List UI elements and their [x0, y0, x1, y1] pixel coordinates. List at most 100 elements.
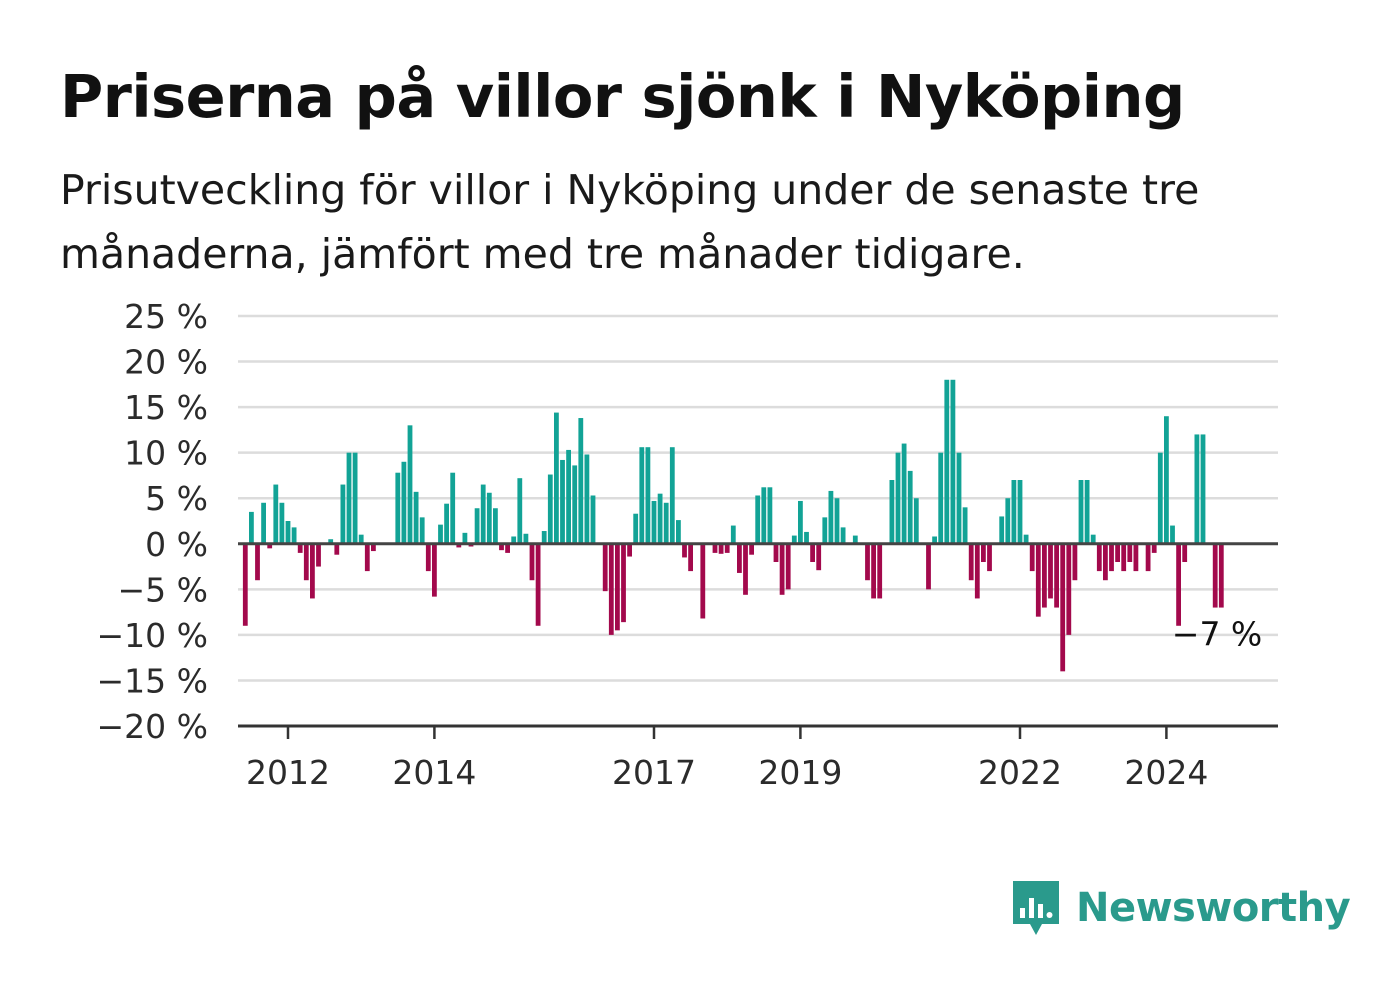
bar [1011, 480, 1017, 544]
bar [1151, 543, 1157, 553]
bar [1060, 543, 1066, 672]
bar [798, 500, 803, 544]
bar [1212, 543, 1218, 608]
bar [852, 535, 858, 544]
bar [590, 495, 596, 544]
bar [889, 480, 895, 544]
bar [999, 516, 1005, 544]
bar [450, 472, 456, 544]
bar [1164, 416, 1169, 544]
bar [255, 543, 260, 581]
bar [962, 507, 968, 544]
bar [340, 484, 346, 544]
bar [364, 543, 370, 572]
bar [462, 532, 468, 544]
bar [779, 543, 785, 595]
bar [560, 459, 565, 544]
x-tick-label: 2022 [978, 753, 1062, 792]
bar [932, 536, 937, 544]
bar [310, 543, 315, 599]
bar [547, 474, 553, 544]
bar [743, 543, 748, 595]
bar [974, 543, 980, 599]
bar [633, 513, 639, 544]
bar [419, 517, 425, 544]
bar [334, 543, 340, 555]
bar [938, 452, 944, 544]
bar [242, 543, 248, 626]
bar [688, 543, 693, 572]
bar [1035, 543, 1041, 617]
bar [1017, 480, 1023, 544]
bar [840, 527, 846, 544]
bar [676, 520, 681, 544]
bar [621, 543, 626, 623]
bar [730, 525, 736, 544]
bar [578, 418, 584, 544]
bar [1042, 543, 1047, 608]
brand-name: Newsworthy [1076, 885, 1351, 931]
bar [493, 508, 498, 544]
bar [615, 543, 620, 631]
bar [1066, 543, 1072, 635]
bar [261, 502, 266, 544]
bar [273, 484, 279, 544]
bar [871, 543, 876, 599]
bar [511, 536, 517, 544]
bar [1133, 543, 1139, 572]
bar [517, 478, 523, 544]
bar [407, 425, 413, 544]
bar [1182, 543, 1188, 562]
bar [1115, 543, 1120, 562]
bar [316, 543, 321, 567]
chart-title: Priserna på villor sjönk i Nyköping [60, 62, 1185, 131]
bar [651, 500, 657, 544]
x-tick-label: 2014 [392, 753, 476, 792]
bar [413, 491, 419, 544]
y-tick-label: 10 % [124, 434, 208, 473]
bar [1200, 434, 1206, 544]
bar [480, 484, 486, 544]
bar [1194, 434, 1200, 544]
bar [346, 452, 352, 544]
bar [724, 543, 730, 553]
bar [901, 443, 907, 544]
bar [956, 452, 962, 544]
bar [987, 543, 992, 572]
bar [810, 543, 815, 562]
bar [663, 502, 669, 544]
bar [755, 495, 761, 544]
bar [913, 498, 919, 544]
bar [968, 543, 974, 581]
bar [444, 503, 449, 544]
bar [328, 539, 334, 544]
bar-chart-speech-bubble-icon [1013, 881, 1059, 935]
bar [297, 543, 303, 553]
bar [865, 543, 870, 581]
chart-subtitle: Prisutveckling för villor i Nyköping und… [60, 166, 1200, 278]
y-tick-label: 0 % [145, 525, 208, 564]
bar [584, 454, 590, 544]
bar [804, 531, 809, 544]
bar [1023, 534, 1029, 544]
bar [907, 470, 913, 544]
bar [395, 472, 401, 544]
bar [645, 447, 651, 544]
y-tick-label: −5 % [118, 570, 209, 609]
bar [499, 543, 504, 551]
bar [1103, 543, 1108, 581]
y-tick-label: 20 % [124, 343, 208, 382]
bar [1072, 543, 1078, 581]
x-tick-label: 2019 [758, 753, 842, 792]
bar [895, 452, 901, 544]
bar [700, 543, 706, 619]
bar [529, 543, 535, 581]
x-tick-label: 2017 [612, 753, 696, 792]
bar [352, 452, 358, 544]
bar [1090, 534, 1096, 544]
bar [541, 531, 547, 544]
x-tick-label: 2024 [1124, 753, 1208, 792]
y-tick-label: −20 % [97, 707, 209, 746]
bar [785, 543, 791, 590]
bar [432, 543, 437, 597]
